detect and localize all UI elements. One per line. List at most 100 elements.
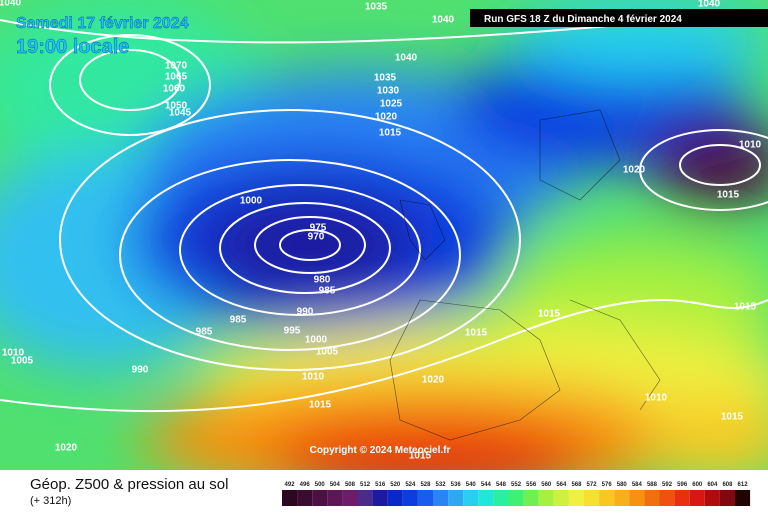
isobar-label: 1015 [309, 400, 332, 411]
isobar-label: 1025 [380, 99, 403, 110]
isobar-label: 1015 [721, 412, 744, 423]
isobar-label: 990 [297, 307, 314, 318]
footer-lead: (+ 312h) [30, 495, 71, 507]
colorbar-swatch [433, 490, 449, 506]
isobar-label: 1035 [374, 73, 397, 84]
colorbar-swatch [282, 490, 298, 506]
colorbar-label: 596 [677, 482, 688, 488]
colorbar-swatch [357, 490, 373, 506]
colorbar-label: 524 [405, 482, 416, 488]
colorbar-swatch [342, 490, 358, 506]
colorbar-label: 520 [390, 482, 401, 488]
isobar-label: 1015 [379, 128, 402, 139]
isobar-label: 1010 [645, 393, 668, 404]
isobar-label: 1040 [0, 0, 22, 9]
colorbar-label: 496 [300, 482, 311, 488]
isobar-label: 1020 [55, 443, 78, 454]
isobar-label: 1020 [375, 112, 398, 123]
isobar-label: 1015 [538, 309, 561, 320]
run-label: Run GFS 18 Z du Dimanche 4 février 2024 [484, 14, 682, 25]
colorbar-label: 492 [285, 482, 296, 488]
isobar-lines [0, 9, 768, 413]
colorbar-label: 568 [571, 482, 582, 488]
isobar-label: 985 [196, 327, 213, 338]
footer-title: Géop. Z500 & pression au sol [30, 476, 228, 493]
colorbar-label: 600 [692, 482, 703, 488]
colorbar-swatch [568, 490, 584, 506]
isobar-label: 1030 [377, 86, 400, 97]
colorbar-label: 564 [556, 482, 567, 488]
isobar-label: 1050 [165, 101, 188, 112]
colorbar-label: 544 [481, 482, 492, 488]
colorbar-label: 572 [587, 482, 598, 488]
isobar-label: 1010 [302, 372, 325, 383]
isobar-label: 995 [284, 326, 301, 337]
colorbar-label: 604 [707, 482, 718, 488]
colorbar-swatch [719, 490, 735, 506]
colorbar-label: 536 [451, 482, 462, 488]
isobar-label: 1040 [698, 0, 721, 10]
colorbar-swatch [448, 490, 464, 506]
colorbar-swatch [704, 490, 720, 506]
colorbar-label: 532 [436, 482, 447, 488]
isobar-label: 1045 [169, 108, 192, 119]
isobar-label: 1010 [739, 140, 762, 151]
colorbar-swatch [659, 490, 675, 506]
isobar-label: 990 [132, 365, 149, 376]
colorbar-label: 504 [330, 482, 341, 488]
isobar-label: 1015 [717, 190, 740, 201]
isobar-label: 1020 [422, 375, 445, 386]
colorbar-label: 508 [345, 482, 356, 488]
isobar-label: 1015 [409, 451, 432, 462]
colorbar-swatch [614, 490, 630, 506]
colorbar-swatch [735, 490, 751, 506]
isobar-label: 1000 [305, 335, 328, 346]
colorbar-swatch [463, 490, 479, 506]
colorbar-swatch [523, 490, 539, 506]
colorbar-label: 540 [466, 482, 477, 488]
colorbar-swatch [478, 490, 494, 506]
isobar-label: 1065 [165, 72, 188, 83]
colorbar-swatch [297, 490, 313, 506]
isobar-label: 980 [314, 275, 331, 286]
isobar-label: 1005 [11, 356, 34, 367]
colorbar-label: 556 [526, 482, 537, 488]
colorbar-swatch [629, 490, 645, 506]
colorbar-swatch [644, 490, 660, 506]
isobar-label: 1005 [316, 347, 339, 358]
colorbar-swatch [327, 490, 343, 506]
colorbar-swatch [402, 490, 418, 506]
colorbar-label: 560 [541, 482, 552, 488]
colorbar-swatch [584, 490, 600, 506]
colorbar-label: 548 [496, 482, 507, 488]
date-label: Samedi 17 février 2024 [16, 15, 189, 32]
copyright: Copyright © 2024 Meteociel.fr [310, 445, 451, 456]
isobar-label: 985 [230, 315, 247, 326]
colorbar-label: 500 [315, 482, 326, 488]
colorbar-swatch [493, 490, 509, 506]
colorbar-label: 528 [420, 482, 431, 488]
colorbar-swatch [312, 490, 328, 506]
colorbar-swatch [553, 490, 569, 506]
colorbar-label: 552 [511, 482, 522, 488]
colorbar-label: 576 [602, 482, 613, 488]
colorbar: 492 496 500 504 508 512 516 520 524 528 532 536 540 5… [282, 482, 751, 506]
colorbar-swatch [387, 490, 403, 506]
isobar-label: 1020 [623, 165, 646, 176]
map: Run GFS 18 Z du Dimanche 4 février 2024 … [0, 0, 768, 470]
colorbar-swatch [508, 490, 524, 506]
colorbar-swatch [538, 490, 554, 506]
isobar-label: 975 [310, 223, 327, 234]
isobar-label: 1010 [2, 348, 25, 359]
isobar-label: 1040 [395, 53, 418, 64]
isobar-label: 1015 [465, 328, 488, 339]
colorbar-label: 608 [722, 482, 733, 488]
colorbar-swatch [417, 490, 433, 506]
isobar-label: 1035 [365, 2, 388, 13]
colorbar-label: 592 [662, 482, 673, 488]
colorbar-swatch [599, 490, 615, 506]
isobar-label: 970 [308, 232, 325, 243]
colorbar-label: 588 [647, 482, 658, 488]
